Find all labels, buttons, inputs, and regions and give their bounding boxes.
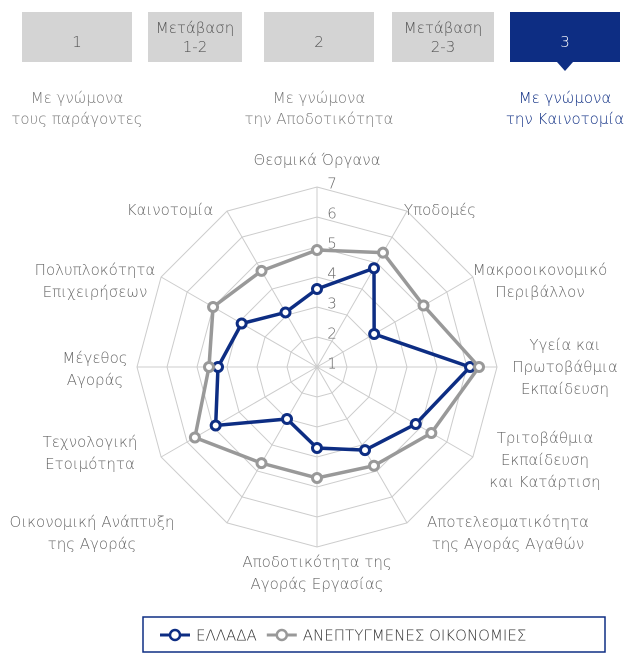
data-point [235, 317, 248, 330]
step-label: 2 [314, 33, 324, 51]
axis-label: Αποτελεσματικότητα της Αγοράς Αγαθών [427, 513, 589, 553]
r-tick-label: 1 [327, 355, 337, 373]
step-caption: Με γνώμονα την Καινοτομία [506, 89, 624, 128]
axis-label: Θεσμικά Όργανα [253, 151, 380, 169]
step-pointer [557, 62, 573, 71]
data-point [368, 459, 380, 472]
axis-label: Καινοτομία [127, 201, 214, 219]
data-point [279, 306, 292, 319]
step-caption: Με γνώμονα τους παράγοντες [11, 89, 142, 128]
data-point [409, 418, 422, 430]
data-point [311, 472, 323, 484]
axis-label: Πολυπλοκότητα Επιχειρήσεων [35, 261, 156, 301]
r-tick-label: 4 [327, 265, 337, 283]
data-point [417, 299, 430, 312]
legend-label: ΕΛΛΑΔΑ [196, 627, 257, 645]
axis-label: Αποδοτικότητα της Αγοράς Εργασίας [242, 553, 391, 593]
data-point [255, 457, 268, 470]
legend-marker [275, 628, 289, 642]
data-point [255, 264, 268, 277]
axis-label: Τεχνολογική Ετοιμότητα [43, 433, 138, 473]
r-tick-label: 2 [327, 325, 337, 343]
axis-label: Μακροοικονομικό Περιβάλλον [473, 261, 608, 301]
data-point [203, 361, 215, 373]
axis-spoke [316, 276, 474, 368]
step-label: 3 [560, 33, 570, 51]
r-tick-label: 6 [327, 205, 337, 223]
step-caption: Με γνώμονα την Αποδοτικότητα [245, 89, 394, 128]
step-box [148, 12, 242, 62]
r-tick-label: 7 [327, 175, 337, 193]
series-line [213, 265, 474, 452]
axis-label: Οικονομική Ανάπτυξη της Αγοράς [10, 513, 175, 553]
data-point [207, 301, 220, 313]
step-label: Μετάβαση 2-3 [404, 19, 482, 56]
data-point [281, 412, 293, 425]
axis-label: Μέγεθος Αγοράς [62, 349, 127, 389]
legend-box [142, 616, 606, 653]
r-tick-label: 5 [327, 235, 337, 253]
data-point [188, 431, 201, 444]
data-point [311, 283, 323, 295]
axis-spoke [160, 366, 318, 458]
axis-spoke [316, 366, 474, 458]
data-point [359, 444, 371, 457]
data-point [473, 361, 485, 373]
data-point [311, 244, 323, 256]
data-point [368, 328, 381, 340]
axis-label: Υγεία και Πρωτοβάθμια Εκπαίδευση [512, 336, 617, 398]
data-point [425, 427, 438, 439]
axis-label: Τριτοβάθμια Εκπαίδευση και Κατάρτιση [489, 429, 600, 491]
axis-spoke [226, 210, 318, 368]
data-point [377, 246, 389, 259]
data-point [368, 262, 380, 275]
step-label: Μετάβαση 1-2 [156, 19, 234, 56]
data-point [209, 419, 222, 432]
step-box [510, 12, 620, 62]
data-point [311, 442, 323, 454]
step-box [22, 12, 132, 62]
step-box [392, 12, 494, 62]
step-label: 1 [72, 33, 82, 51]
legend-label: ΑΝΕΠΤΥΓΜΕΝΕΣ ΟΙΚΟΝΟΜΙΕΣ [303, 627, 527, 645]
step-box [264, 12, 374, 62]
r-tick-label: 3 [327, 295, 337, 313]
axis-spoke [226, 366, 318, 524]
legend-marker [168, 628, 182, 642]
axis-label: Υποδομές [404, 201, 476, 219]
axis-spoke [316, 210, 408, 368]
